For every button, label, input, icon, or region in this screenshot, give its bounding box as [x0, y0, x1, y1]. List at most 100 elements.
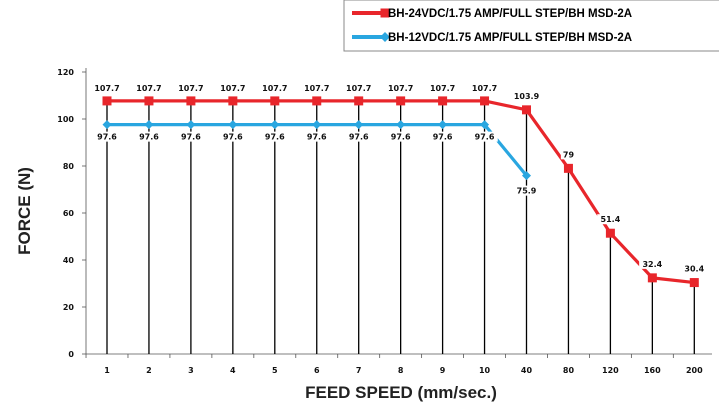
- x-tick-label: 40: [521, 366, 533, 375]
- data-label-bg: [468, 82, 501, 93]
- data-label-bg: [91, 82, 123, 93]
- data-label-series-1: 51.4: [601, 215, 621, 224]
- data-label-bg: [345, 131, 372, 142]
- data-label-bg: [426, 82, 459, 93]
- data-label-series-2: 97.6: [349, 133, 369, 142]
- x-tick-label: 10: [479, 366, 491, 375]
- x-tick-label: 7: [356, 366, 362, 375]
- y-axis-title: FORCE (N): [15, 167, 34, 255]
- data-label-series-2: 75.9: [517, 187, 537, 196]
- plot-area: 0 20 40 60 80 100 120 1 2 3 4 5 6 7 8 9 10 40 80 120 160 200 1…: [57, 68, 712, 375]
- data-label-bg: [597, 214, 624, 225]
- data-point-series-2: [186, 120, 196, 130]
- x-tick-label: 6: [314, 366, 320, 375]
- data-label-bg: [177, 131, 205, 142]
- data-label-series-2: 97.6: [475, 133, 495, 142]
- data-label-bg: [342, 82, 375, 93]
- data-label-series-2: 97.6: [223, 133, 243, 142]
- data-label-bg: [300, 82, 333, 93]
- data-label-bg: [471, 131, 498, 142]
- data-label-series-1: 79: [563, 150, 575, 159]
- data-label-series-2: 97.6: [265, 133, 285, 142]
- data-label-bg: [261, 131, 288, 142]
- data-label-series-2: 97.6: [433, 133, 453, 142]
- data-point-series-1: [647, 273, 657, 283]
- y-tick-label: 100: [57, 115, 74, 124]
- data-label-bg: [429, 131, 456, 142]
- x-tick-label: 120: [602, 366, 619, 375]
- data-point-series-1: [563, 163, 573, 173]
- data-point-series-1: [396, 96, 406, 106]
- data-point-series-1: [480, 96, 490, 106]
- data-label-bg: [560, 149, 577, 160]
- data-point-series-1: [605, 228, 615, 238]
- data-point-series-1: [270, 96, 280, 106]
- x-tick-label: 4: [230, 366, 236, 375]
- x-axis-title: FEED SPEED (mm/sec.): [305, 383, 497, 402]
- data-point-series-2: [144, 120, 154, 130]
- data-label-bg: [639, 258, 666, 269]
- data-label-bg: [219, 131, 247, 142]
- data-label-bg: [513, 185, 540, 196]
- data-label-bg: [681, 263, 708, 274]
- x-tick-label: 2: [146, 366, 152, 375]
- data-label-series-1: 107.7: [430, 84, 455, 93]
- x-tick-label: 200: [686, 366, 703, 375]
- data-label-series-2: 97.6: [181, 133, 201, 142]
- data-label-bg: [93, 131, 121, 142]
- y-tick-label: 120: [57, 68, 74, 77]
- data-point-series-1: [312, 96, 322, 106]
- legend-box: [343, 0, 719, 52]
- legend-marker-2: [380, 32, 390, 42]
- x-tick-label: 9: [440, 366, 446, 375]
- y-tick-label: 60: [63, 209, 75, 218]
- data-label-series-1: 103.9: [514, 92, 540, 101]
- data-point-series-1: [228, 96, 238, 106]
- x-tick-label: 80: [563, 366, 575, 375]
- legend: BH-24VDC/1.75 AMP/FULL STEP/BH MSD-2A BH-…: [343, 0, 719, 52]
- data-label-bg: [135, 131, 163, 142]
- data-label-series-2: 97.6: [391, 133, 411, 142]
- data-point-series-2: [312, 120, 322, 130]
- y-tick-label: 40: [63, 256, 75, 265]
- x-tick-label: 5: [272, 366, 278, 375]
- data-label-series-1: 107.7: [388, 84, 413, 93]
- data-label-bg: [387, 131, 414, 142]
- data-point-series-2: [480, 120, 490, 130]
- data-label-series-1: 107.7: [136, 84, 161, 93]
- data-label-series-2: 97.6: [307, 133, 327, 142]
- data-point-series-2: [522, 171, 531, 181]
- x-tick-label: 8: [398, 366, 404, 375]
- data-point-series-1: [354, 96, 364, 106]
- data-label-bg: [384, 82, 417, 93]
- data-point-series-2: [102, 120, 112, 130]
- data-label-series-2: 97.6: [97, 133, 117, 142]
- data-label-series-1: 30.4: [684, 265, 704, 274]
- y-tick-label: 0: [68, 350, 74, 359]
- data-point-series-2: [228, 120, 238, 130]
- data-label-series-2: 97.6: [139, 133, 159, 142]
- data-point-series-2: [396, 120, 406, 130]
- data-point-series-1: [522, 105, 531, 115]
- x-tick-label: 160: [644, 366, 661, 375]
- x-tick-label: 3: [188, 366, 194, 375]
- x-tick-label: 1: [104, 366, 110, 375]
- data-label-series-1: 107.7: [94, 84, 119, 93]
- data-point-series-2: [270, 120, 280, 130]
- data-label-series-1: 107.7: [472, 84, 497, 93]
- data-label-bg: [510, 90, 543, 101]
- data-label-bg: [258, 82, 291, 93]
- data-point-series-1: [438, 96, 448, 106]
- legend-label-1: BH-24VDC/1.75 AMP/FULL STEP/BH MSD-2A: [388, 8, 632, 20]
- data-label-series-1: 107.7: [220, 84, 245, 93]
- data-label-bg: [132, 82, 165, 93]
- data-label-bg: [174, 82, 207, 93]
- data-point-series-2: [438, 120, 448, 130]
- y-tick-label: 80: [63, 162, 75, 171]
- data-point-series-1: [689, 278, 699, 288]
- data-label-series-1: 32.4: [642, 260, 662, 269]
- data-point-series-1: [144, 96, 154, 106]
- data-label-series-1: 107.7: [262, 84, 287, 93]
- data-point-series-2: [354, 120, 364, 130]
